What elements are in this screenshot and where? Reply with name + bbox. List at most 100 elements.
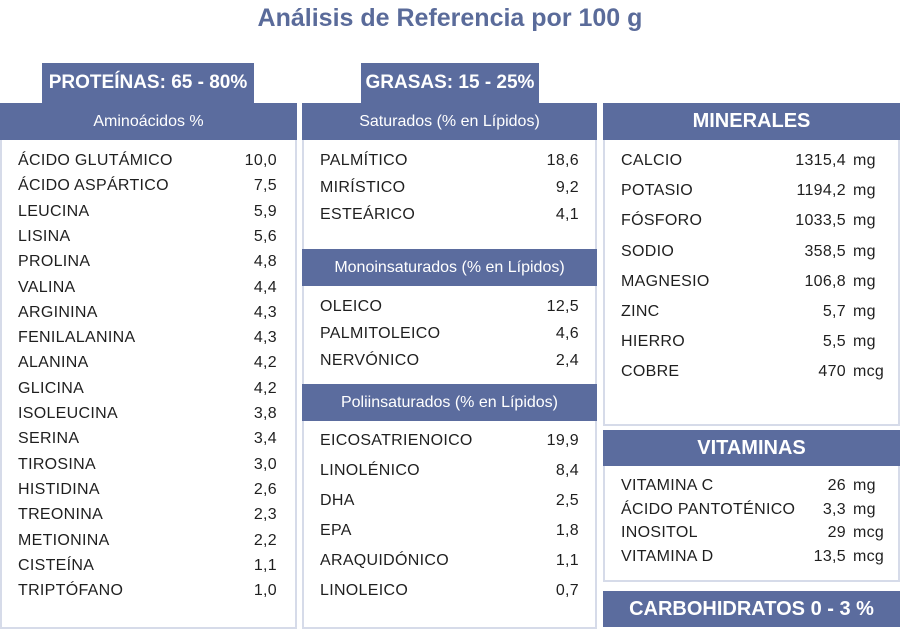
mineral-row: COBRE 470 mcg	[621, 363, 885, 383]
saturated-row: PALMÍTICO 18,6	[320, 152, 579, 172]
nutrient-unit: mg	[853, 152, 876, 169]
nutrient-value: 18,6	[546, 152, 579, 169]
nutrient-name: ISOLEUCINA	[18, 405, 118, 422]
nutrient-name: MIRÍSTICO	[320, 179, 406, 196]
nutrient-name: FENILALANINA	[18, 329, 136, 347]
aminoacid-row: ISOLEUCINA 3,8	[18, 405, 277, 425]
nutrient-value: 4,1	[555, 206, 579, 223]
vitamins-panel	[603, 466, 900, 582]
nutrient-name: CISTEÍNA	[18, 556, 95, 574]
vitamin-row: VITAMINA C 26 mg	[621, 477, 881, 497]
nutrient-value: 12,5	[546, 298, 579, 315]
nutrient-value: 1,0	[253, 582, 277, 600]
aminoacid-row: ARGININA 4,3	[18, 304, 277, 324]
nutrient-value: 4,2	[253, 379, 277, 397]
nutrient-value: 4,3	[253, 329, 277, 347]
nutrient-name: MAGNESIO	[621, 272, 710, 290]
nutrient-name: POTASIO	[621, 182, 694, 200]
aminoacid-row: ÁCIDO GLUTÁMICO 10,0	[18, 152, 277, 172]
nutrient-unit: mcg	[853, 363, 885, 381]
nutrient-name: HIERRO	[621, 333, 686, 351]
saturated-row: ESTEÁRICO 4,1	[320, 206, 579, 226]
nutrient-name: VITAMINA C	[621, 477, 714, 494]
nutrient-value: 26	[827, 477, 846, 494]
nutrient-value: 29	[827, 524, 846, 541]
nutrient-value: 5,9	[253, 202, 277, 220]
nutrient-value: 4,3	[253, 303, 277, 321]
nutrient-value: 9,2	[555, 179, 579, 196]
nutrient-value: 2,3	[253, 506, 277, 524]
nutrient-value: 3,3	[822, 500, 846, 518]
nutrient-value: 2,4	[555, 352, 579, 369]
nutrient-value: 10,0	[244, 152, 277, 169]
nutrient-name: TIROSINA	[18, 455, 96, 473]
nutrient-unit: mg	[853, 333, 876, 351]
mineral-row: SODIO 358,5 mg	[621, 243, 881, 263]
nutrient-name: PROLINA	[18, 253, 91, 271]
aminoacid-row: TREONINA 2,3	[18, 506, 277, 526]
aminoacids-header: Aminoácidos %	[0, 103, 297, 140]
nutrient-name: FÓSFORO	[621, 212, 703, 230]
nutrient-name: LINOLÉNICO	[320, 462, 420, 479]
mineral-row: CALCIO 1315,4 mg	[621, 152, 881, 172]
nutrient-name: PALMÍTICO	[320, 152, 408, 169]
aminoacid-row: LEUCINA 5,9	[18, 203, 277, 223]
mineral-row: MAGNESIO 106,8 mg	[621, 273, 881, 293]
nutrient-unit: mg	[853, 182, 876, 200]
mineral-row: ZINC 5,7 mg	[621, 303, 881, 323]
saturated-row: MIRÍSTICO 9,2	[320, 179, 579, 199]
aminoacid-row: VALINA 4,4	[18, 279, 277, 299]
minerals-panel	[603, 140, 900, 426]
minerals-header: MINERALES	[603, 103, 900, 140]
polyunsaturated-row: ARAQUIDÓNICO 1,1	[320, 552, 579, 572]
nutrient-value: 5,5	[822, 333, 846, 351]
nutrient-name: ÁCIDO ASPÁRTICO	[18, 177, 169, 195]
saturated-header: Saturados (% en Lípidos)	[302, 103, 597, 140]
nutrient-value: 8,4	[555, 462, 579, 479]
nutrient-value: 1,8	[555, 522, 579, 539]
nutrient-unit: mg	[853, 212, 876, 230]
polyunsaturated-row: LINOLEICO 0,7	[320, 582, 579, 602]
vitamins-header: VITAMINAS	[603, 430, 900, 466]
vitamin-row: INOSITOL 29 mcg	[621, 524, 884, 544]
carbohydrates-bar: CARBOHIDRATOS 0 - 3 %	[603, 591, 900, 627]
nutrient-value: 3,8	[253, 405, 277, 422]
nutrient-value: 1,1	[555, 552, 579, 569]
monounsaturated-header: Monoinsaturados (% en Lípidos)	[302, 249, 597, 286]
mineral-row: FÓSFORO 1033,5 mg	[621, 212, 881, 232]
aminoacid-row: LISINA 5,6	[18, 228, 277, 248]
monounsaturated-row: PALMITOLEICO 4,6	[320, 325, 579, 345]
nutrient-value: 4,8	[253, 253, 277, 271]
nutrient-name: OLEICO	[320, 298, 383, 315]
nutrient-name: VALINA	[18, 278, 76, 296]
fats-tab: GRASAS: 15 - 25%	[361, 63, 539, 103]
nutrient-name: ÁCIDO PANTOTÉNICO	[621, 500, 796, 518]
mineral-row: POTASIO 1194,2 mg	[621, 182, 881, 202]
nutrient-name: TREONINA	[18, 506, 104, 524]
polyunsaturated-header: Poliinsaturados (% en Lípidos)	[302, 384, 597, 421]
nutrient-name: METIONINA	[18, 531, 110, 549]
page-title: Análisis de Referencia por 100 g	[257, 4, 643, 32]
aminoacid-row: FENILALANINA 4,3	[18, 329, 277, 349]
nutrient-name: LISINA	[18, 227, 71, 245]
nutrient-name: TRIPTÓFANO	[18, 582, 124, 600]
nutrient-name: NERVÓNICO	[320, 352, 420, 369]
polyunsaturated-row: EICOSATRIENOICO 19,9	[320, 432, 579, 452]
nutrient-value: 470	[818, 363, 846, 381]
nutrient-value: 358,5	[804, 242, 846, 260]
aminoacid-row: ALANINA 4,2	[18, 354, 277, 374]
nutrient-value: 4,6	[555, 325, 579, 342]
nutrient-value: 2,6	[253, 480, 277, 498]
aminoacid-row: GLICINA 4,2	[18, 380, 277, 400]
nutrient-value: 5,7	[822, 303, 846, 320]
aminoacid-row: PROLINA 4,8	[18, 253, 277, 273]
aminoacid-row: METIONINA 2,2	[18, 532, 277, 552]
nutrient-name: GLICINA	[18, 379, 85, 397]
nutrient-value: 4,2	[253, 354, 277, 372]
aminoacid-row: SERINA 3,4	[18, 430, 277, 450]
aminoacid-row: CISTEÍNA 1,1	[18, 557, 277, 577]
nutrient-name: ÁCIDO GLUTÁMICO	[18, 152, 173, 169]
nutrient-unit: mg	[853, 303, 876, 320]
nutrient-name: COBRE	[621, 363, 680, 381]
nutrient-value: 3,4	[253, 430, 277, 448]
